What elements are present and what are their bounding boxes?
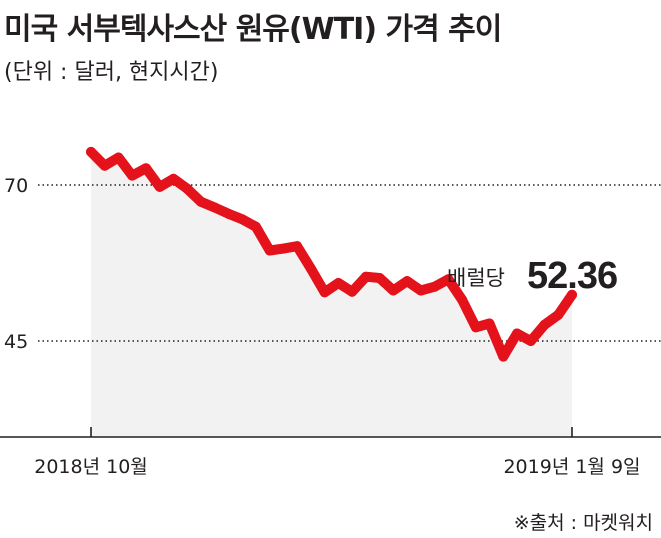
data-point-19 (347, 286, 358, 297)
data-point-21 (374, 273, 385, 283)
data-point-3 (127, 170, 138, 181)
y-tick-label-45: 45 (4, 331, 28, 353)
data-point-13 (264, 245, 275, 256)
data-point-24 (415, 285, 426, 296)
data-point-17 (319, 287, 330, 298)
data-point-7 (182, 183, 193, 194)
annotation-value: 52.36 (527, 255, 617, 297)
data-point-32 (525, 336, 536, 346)
data-point-0 (86, 146, 96, 157)
data-point-15 (292, 241, 303, 252)
data-point-8 (195, 196, 206, 207)
chart-subtitle: (단위 : 달러, 현지시간) (4, 60, 219, 85)
data-point-18 (333, 278, 344, 288)
chart-title: 미국 서부텍사스산 원유(WTI) 가격 추이 (4, 12, 502, 47)
data-point-22 (388, 285, 399, 296)
data-point-5 (154, 181, 165, 192)
data-point-31 (512, 328, 522, 339)
data-point-6 (168, 173, 179, 184)
data-points (86, 146, 577, 362)
source-note: ※출처 : 마켓워치 (513, 512, 653, 534)
data-point-34 (553, 309, 564, 320)
data-point-30 (498, 351, 509, 362)
data-point-35 (567, 289, 577, 300)
data-point-11 (237, 214, 248, 225)
data-point-26 (443, 274, 454, 285)
data-point-23 (402, 276, 413, 287)
data-point-9 (209, 202, 220, 213)
data-point-2 (113, 152, 124, 163)
data-point-25 (429, 281, 440, 292)
data-point-28 (470, 322, 481, 333)
data-point-33 (539, 319, 550, 330)
data-point-27 (457, 294, 468, 305)
data-point-12 (250, 221, 261, 232)
data-point-14 (278, 243, 289, 254)
price-area-fill (91, 151, 572, 437)
data-point-10 (223, 208, 234, 219)
data-point-29 (484, 318, 495, 329)
data-point-16 (305, 263, 316, 274)
data-point-1 (99, 160, 110, 171)
annotation-label: 배럴당 (447, 266, 505, 290)
y-tick-label-70: 70 (4, 175, 28, 197)
x-axis-label-start: 2018년 10월 (34, 456, 148, 478)
data-point-4 (141, 163, 151, 174)
x-axis-label-end: 2019년 1월 9일 (503, 456, 640, 478)
data-point-20 (360, 271, 371, 282)
